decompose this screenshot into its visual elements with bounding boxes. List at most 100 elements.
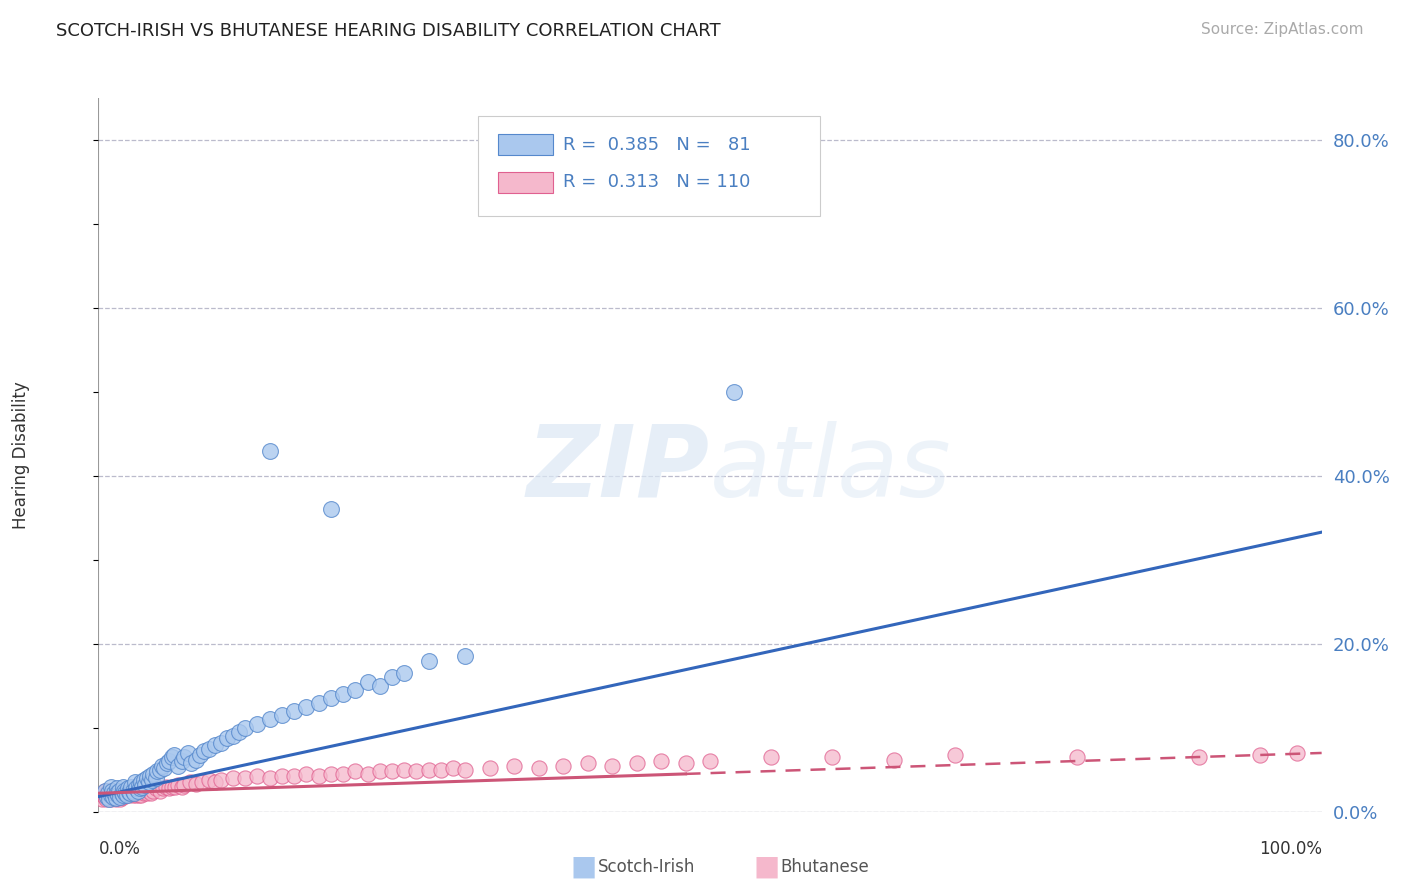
Point [138, 775, 160, 789]
Point [132, 772, 155, 787]
Point [107, 788, 129, 802]
Point [381, 764, 404, 779]
Point [91, 792, 114, 806]
Point [191, 775, 214, 789]
Point [108, 783, 131, 797]
Point [105, 789, 128, 804]
Point [115, 788, 138, 802]
Point [101, 786, 124, 800]
FancyBboxPatch shape [498, 134, 554, 155]
Point [127, 783, 149, 797]
Point [129, 775, 152, 789]
Point [100, 792, 122, 806]
Point [308, 696, 330, 710]
Point [167, 778, 190, 792]
Point [173, 750, 195, 764]
Point [478, 761, 501, 775]
Point [108, 789, 131, 804]
Point [103, 786, 125, 800]
Point [122, 786, 145, 800]
Point [98, 789, 121, 804]
Point [170, 780, 193, 794]
Point [197, 741, 219, 756]
Point [319, 767, 342, 781]
Point [228, 725, 250, 739]
Point [356, 674, 378, 689]
Point [107, 788, 129, 802]
Point [821, 750, 844, 764]
Point [117, 783, 139, 797]
Point [138, 783, 160, 797]
Point [209, 736, 232, 750]
Point [146, 764, 169, 779]
Point [127, 783, 149, 797]
Point [150, 758, 173, 772]
Point [454, 763, 477, 777]
Point [173, 778, 195, 792]
Point [163, 747, 186, 762]
Point [170, 755, 193, 769]
Point [97, 788, 120, 802]
Point [103, 783, 125, 797]
Point [101, 783, 124, 797]
Point [103, 789, 125, 804]
Point [165, 780, 187, 794]
Point [101, 783, 124, 797]
Point [332, 767, 354, 781]
Point [283, 769, 305, 783]
Point [136, 771, 159, 785]
Point [1286, 746, 1309, 760]
Point [129, 781, 152, 796]
Point [222, 771, 245, 785]
Point [156, 756, 179, 770]
Point [112, 783, 135, 797]
Text: ■: ■ [754, 853, 779, 881]
Point [392, 763, 416, 777]
Point [118, 784, 141, 798]
Point [93, 789, 115, 804]
Text: ■: ■ [571, 853, 596, 881]
Point [246, 716, 269, 731]
Point [1249, 747, 1271, 762]
Point [141, 772, 163, 787]
Point [193, 744, 215, 758]
Point [344, 683, 367, 698]
Point [131, 780, 153, 794]
Point [120, 786, 142, 800]
Point [131, 783, 153, 797]
Point [319, 691, 342, 706]
Point [204, 775, 226, 789]
Point [111, 789, 134, 804]
Point [115, 786, 138, 800]
Point [233, 721, 256, 735]
Point [91, 788, 114, 802]
Point [120, 786, 142, 800]
FancyBboxPatch shape [498, 171, 554, 193]
Point [111, 783, 134, 797]
Point [576, 756, 599, 770]
Point [344, 764, 367, 779]
Point [186, 753, 208, 767]
Point [122, 786, 145, 800]
Point [96, 789, 118, 804]
Text: 100.0%: 100.0% [1258, 840, 1322, 858]
Point [129, 788, 152, 802]
Point [157, 755, 180, 769]
Point [270, 708, 294, 723]
Point [152, 781, 174, 796]
Text: R =  0.313   N = 110: R = 0.313 N = 110 [564, 173, 751, 191]
Point [186, 777, 208, 791]
Point [97, 783, 120, 797]
Point [308, 769, 330, 783]
Point [134, 783, 156, 797]
Point [699, 755, 721, 769]
Point [121, 788, 143, 802]
Point [120, 780, 142, 794]
Point [105, 786, 128, 800]
Point [124, 783, 146, 797]
Point [145, 781, 167, 796]
Point [107, 783, 129, 797]
Point [142, 783, 165, 797]
Point [98, 792, 121, 806]
Point [222, 729, 245, 743]
